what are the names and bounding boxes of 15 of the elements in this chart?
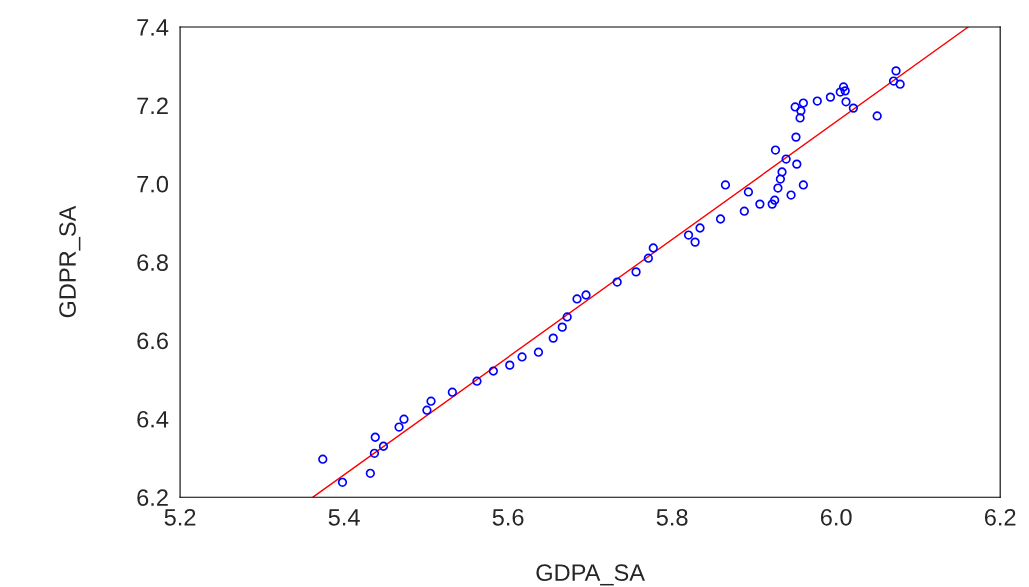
x-tick-label: 5.8 — [656, 508, 688, 526]
x-tick-label: 5.4 — [328, 509, 360, 526]
y-tick-label: 7.2 — [137, 97, 168, 114]
y-axis-title: GDPR_SA — [59, 205, 81, 318]
x-axis-title: GDPA_SA — [536, 564, 645, 586]
y-tick-label: 6.6 — [137, 332, 168, 350]
y-tick-label: 6.2 — [137, 489, 168, 506]
x-tick-label: 6.0 — [820, 508, 852, 526]
x-tick-label: 6.2 — [984, 508, 1016, 526]
y-tick-label: 6.4 — [137, 410, 169, 428]
y-tick-label: 7.4 — [137, 19, 169, 36]
x-tick-label: 5.2 — [164, 508, 196, 526]
x-tick-label: 5.6 — [492, 508, 524, 526]
y-tick-label: 7.0 — [137, 175, 169, 193]
y-tick-label: 6.8 — [137, 254, 168, 271]
